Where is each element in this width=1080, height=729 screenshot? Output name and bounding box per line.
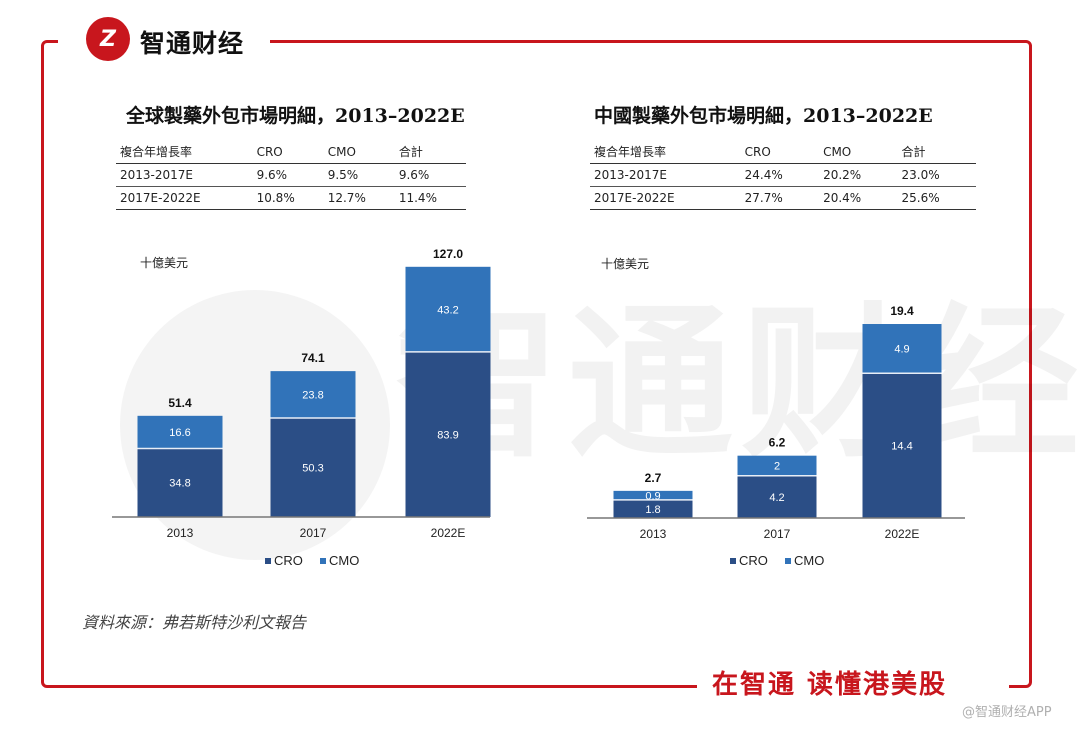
x-tick-label: 2022E	[885, 527, 920, 541]
x-tick-label: 2013	[167, 526, 194, 540]
y-unit-label: 十億美元	[140, 256, 188, 270]
x-tick-label: 2017	[300, 526, 327, 540]
slogan: 在智通 读懂港美股	[712, 670, 948, 700]
table-header: CRO	[740, 141, 820, 164]
table-cell: 23.0%	[897, 163, 976, 187]
y-unit-label: 十億美元	[601, 257, 649, 271]
data-label: 2	[774, 461, 780, 473]
bar-cro	[405, 351, 491, 517]
data-label: 23.8	[302, 390, 323, 402]
bar-cro	[862, 373, 942, 518]
table-cell: 2013-2017E	[116, 163, 253, 187]
legend-swatch	[785, 558, 791, 564]
table-cell: 24.4%	[740, 163, 820, 187]
table-cell: 9.6%	[394, 163, 466, 187]
table-header: CMO	[819, 141, 898, 164]
legend-swatch	[320, 558, 326, 564]
bar-cro	[613, 499, 693, 518]
table-cell: 9.5%	[323, 163, 395, 187]
total-label: 74.1	[301, 351, 325, 365]
table-header: CMO	[323, 141, 395, 164]
table-cell: 12.7%	[323, 186, 395, 210]
bar-cmo	[737, 455, 817, 476]
data-label: 14.4	[891, 441, 912, 453]
total-label: 19.4	[890, 304, 914, 318]
growth-table-global: 複合年增長率 CRO CMO 合計 2013-2017E 9.6% 9.5% 9…	[116, 141, 466, 210]
bar-cro	[137, 448, 223, 517]
total-label: 2.7	[645, 471, 662, 485]
data-label: 0.9	[645, 490, 660, 502]
watermark: 智通财经	[395, 288, 1080, 480]
total-label: 51.4	[168, 396, 192, 410]
legend-label: CRO	[739, 553, 768, 568]
table-header: 複合年增長率	[116, 141, 253, 164]
data-label: 4.2	[769, 492, 784, 504]
bar-cmo	[270, 371, 356, 418]
data-label: 83.9	[437, 429, 458, 441]
bar-cro	[737, 475, 817, 518]
x-tick-label: 2022E	[431, 526, 466, 540]
bar-cmo	[405, 266, 491, 352]
bar-cmo	[613, 490, 693, 500]
x-tick-label: 2017	[764, 527, 791, 541]
brand-name: 智通财经	[140, 29, 245, 58]
total-label: 6.2	[769, 436, 786, 450]
total-label: 127.0	[433, 247, 463, 261]
legend-swatch	[730, 558, 736, 564]
legend-label: CMO	[329, 553, 359, 568]
bar-cmo	[137, 415, 223, 449]
table-header: 複合年增長率	[590, 141, 741, 164]
table-cell: 2017E-2022E	[116, 186, 253, 210]
data-label: 43.2	[437, 304, 458, 316]
legend-swatch	[265, 558, 271, 564]
data-label: 34.8	[169, 478, 190, 490]
table-cell: 25.6%	[897, 186, 976, 210]
data-label: 16.6	[169, 427, 190, 439]
bar-cro	[270, 417, 356, 517]
table-header: 合計	[394, 141, 466, 164]
data-label: 50.3	[302, 462, 323, 474]
table-cell: 10.8%	[252, 186, 324, 210]
credit: @智通财经APP	[962, 705, 1052, 720]
table-header: CRO	[252, 141, 324, 164]
table-cell: 11.4%	[394, 186, 466, 210]
table-cell: 20.2%	[819, 163, 898, 187]
red-frame	[41, 40, 1032, 688]
growth-table-china: 複合年增長率 CRO CMO 合計 2013-2017E 24.4% 20.2%…	[590, 141, 976, 210]
panel-title-china: 中國製藥外包市場明細，2013–2022E	[594, 105, 933, 127]
panel-title-global: 全球製藥外包市場明細，2013–2022E	[126, 105, 465, 127]
brand-logo-icon: Z	[86, 17, 130, 61]
bar-cmo	[862, 324, 942, 374]
table-cell: 2017E-2022E	[590, 186, 741, 210]
legend-label: CRO	[274, 553, 303, 568]
source-note: 資料來源：弗若斯特沙利文報告	[82, 613, 307, 632]
table-cell: 9.6%	[252, 163, 324, 187]
table-header: 合計	[897, 141, 976, 164]
data-label: 1.8	[645, 504, 660, 516]
chart-global: 十億美元 34.8 16.6 51.4 2013 50.3 23.8 74.1 2017 83.9…	[112, 247, 491, 568]
table-cell: 2013-2017E	[590, 163, 741, 187]
legend-label: CMO	[794, 553, 824, 568]
x-tick-label: 2013	[640, 527, 667, 541]
table-cell: 27.7%	[740, 186, 820, 210]
data-label: 4.9	[894, 344, 909, 356]
chart-china: 十億美元 1.8 0.9 2.7 2013 4.2 2 6.2 2017 14.4 4.9 19.4 2…	[587, 257, 965, 568]
table-cell: 20.4%	[819, 186, 898, 210]
